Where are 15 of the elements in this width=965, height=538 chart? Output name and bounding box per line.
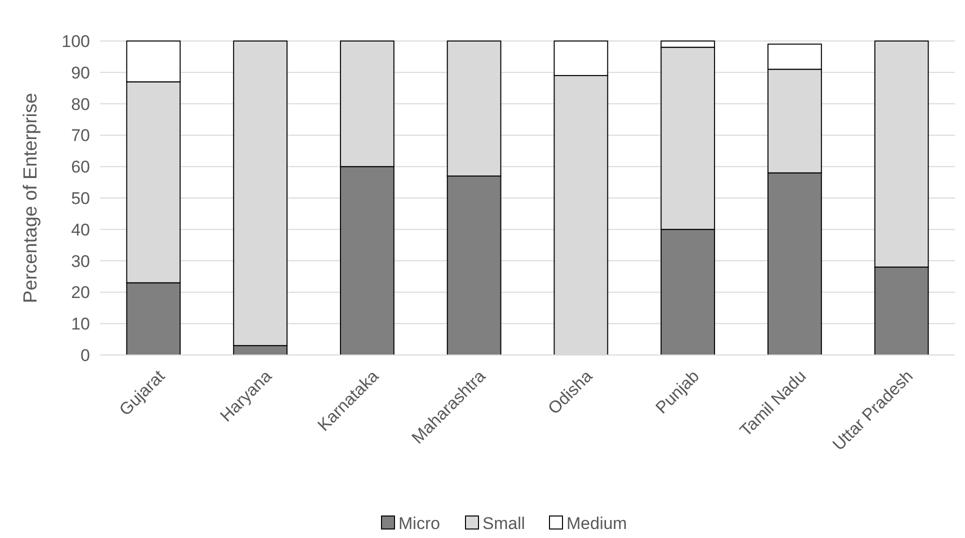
- y-tick-label: 0: [80, 346, 90, 365]
- y-tick-label: 10: [71, 314, 90, 334]
- y-tick-label: 50: [71, 188, 90, 208]
- legend-label: Medium: [566, 514, 627, 533]
- y-tick-label: 40: [71, 220, 90, 240]
- y-axis-title: Percentage of Enterprise: [20, 92, 42, 304]
- y-tick-label: 60: [71, 158, 90, 177]
- y-tick-label: 30: [71, 252, 90, 271]
- legend-label: Micro: [398, 514, 440, 533]
- y-tick-label: 100: [62, 32, 90, 51]
- y-tick-label: 70: [71, 126, 90, 146]
- y-tick-label: 90: [71, 63, 90, 82]
- y-tick-label: 80: [71, 94, 90, 114]
- y-tick-label: 20: [71, 283, 90, 302]
- legend-label: Small: [482, 514, 526, 533]
